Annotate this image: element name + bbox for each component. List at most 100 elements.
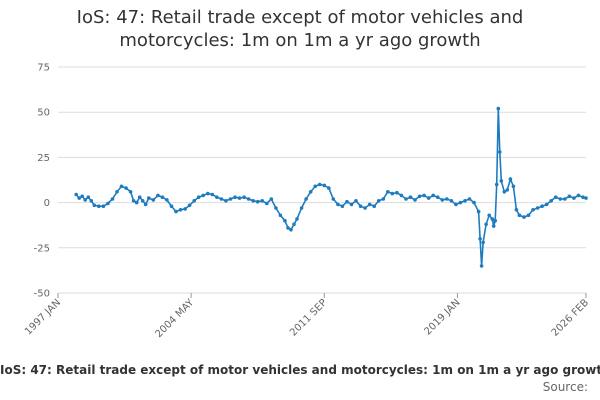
data-point[interactable] <box>404 197 408 201</box>
data-point[interactable] <box>327 186 331 190</box>
data-point[interactable] <box>472 200 476 205</box>
data-point[interactable] <box>97 204 101 208</box>
data-point[interactable] <box>274 206 278 210</box>
data-point[interactable] <box>498 150 502 154</box>
data-point[interactable] <box>505 188 510 192</box>
data-point[interactable] <box>210 192 215 197</box>
data-point[interactable] <box>83 198 87 202</box>
data-point[interactable] <box>522 215 526 219</box>
data-point[interactable] <box>535 206 540 210</box>
data-point[interactable] <box>140 199 145 203</box>
data-point[interactable] <box>134 200 139 205</box>
data-point[interactable] <box>417 194 422 199</box>
data-point[interactable] <box>160 195 165 199</box>
data-point[interactable] <box>399 193 404 198</box>
data-point[interactable] <box>183 207 187 211</box>
data-point[interactable] <box>479 264 484 268</box>
data-point[interactable] <box>201 193 205 198</box>
data-point[interactable] <box>435 195 440 199</box>
data-point[interactable] <box>151 198 156 202</box>
data-point[interactable] <box>119 184 124 189</box>
data-point[interactable] <box>174 209 178 214</box>
data-point[interactable] <box>196 195 201 199</box>
data-point[interactable] <box>156 193 160 198</box>
data-point[interactable] <box>478 237 482 241</box>
data-point[interactable] <box>340 204 345 208</box>
data-point[interactable] <box>283 218 287 223</box>
data-point[interactable] <box>511 184 516 189</box>
data-point[interactable] <box>89 199 94 203</box>
data-point[interactable] <box>101 204 106 208</box>
data-point[interactable] <box>449 199 454 203</box>
data-point[interactable] <box>445 197 449 201</box>
data-point[interactable] <box>110 197 115 201</box>
data-point[interactable] <box>526 213 531 218</box>
data-point[interactable] <box>572 196 576 200</box>
data-point[interactable] <box>187 203 192 208</box>
data-point[interactable] <box>128 190 133 194</box>
data-point[interactable] <box>363 206 367 210</box>
data-point[interactable] <box>544 202 549 207</box>
data-point[interactable] <box>581 195 585 199</box>
data-point[interactable] <box>499 179 504 183</box>
data-point[interactable] <box>481 240 485 245</box>
data-point[interactable] <box>80 194 84 199</box>
data-point[interactable] <box>376 199 381 203</box>
data-point[interactable] <box>147 196 151 200</box>
data-point[interactable] <box>115 190 119 194</box>
data-point[interactable] <box>367 202 372 207</box>
data-point[interactable] <box>224 199 228 203</box>
data-point[interactable] <box>192 199 196 203</box>
data-point[interactable] <box>178 208 183 212</box>
data-point[interactable] <box>92 203 97 208</box>
data-point[interactable] <box>386 190 390 194</box>
data-point[interactable] <box>124 186 128 190</box>
data-point[interactable] <box>165 198 169 202</box>
data-point[interactable] <box>237 196 242 200</box>
data-point[interactable] <box>549 199 553 203</box>
data-point[interactable] <box>317 182 322 187</box>
data-point[interactable] <box>308 190 313 194</box>
data-point[interactable] <box>86 195 91 199</box>
data-point[interactable] <box>137 195 142 199</box>
data-point[interactable] <box>567 194 572 199</box>
data-point[interactable] <box>494 182 499 187</box>
data-point[interactable] <box>304 197 308 201</box>
data-point[interactable] <box>502 190 507 194</box>
data-point[interactable] <box>295 217 299 221</box>
data-point[interactable] <box>413 198 417 202</box>
data-point[interactable] <box>322 183 327 188</box>
data-point[interactable] <box>431 193 436 198</box>
data-point[interactable] <box>390 191 395 196</box>
data-point[interactable] <box>299 206 304 210</box>
data-point[interactable] <box>358 204 363 208</box>
data-point[interactable] <box>422 193 426 198</box>
data-point[interactable] <box>219 197 224 201</box>
data-point[interactable] <box>487 213 492 218</box>
data-point[interactable] <box>345 199 349 204</box>
data-point[interactable] <box>265 201 269 206</box>
data-point[interactable] <box>260 199 265 203</box>
data-point[interactable] <box>484 222 488 227</box>
data-point[interactable] <box>558 197 563 201</box>
data-point[interactable] <box>106 201 110 206</box>
data-point[interactable] <box>206 191 210 196</box>
data-point[interactable] <box>215 195 219 199</box>
data-point[interactable] <box>131 199 136 203</box>
data-point[interactable] <box>490 217 495 221</box>
data-point[interactable] <box>278 213 283 218</box>
data-point[interactable] <box>77 196 81 200</box>
data-point[interactable] <box>454 202 458 207</box>
data-point[interactable] <box>255 199 260 204</box>
data-point[interactable] <box>408 195 413 199</box>
data-point[interactable] <box>458 200 463 205</box>
data-point[interactable] <box>493 218 498 223</box>
data-point[interactable] <box>540 204 544 208</box>
data-point[interactable] <box>242 195 246 199</box>
data-point[interactable] <box>476 209 481 214</box>
data-point[interactable] <box>169 204 174 208</box>
data-point[interactable] <box>251 199 255 203</box>
data-point[interactable] <box>395 190 399 195</box>
data-point[interactable] <box>228 197 233 201</box>
data-point[interactable] <box>246 197 251 201</box>
